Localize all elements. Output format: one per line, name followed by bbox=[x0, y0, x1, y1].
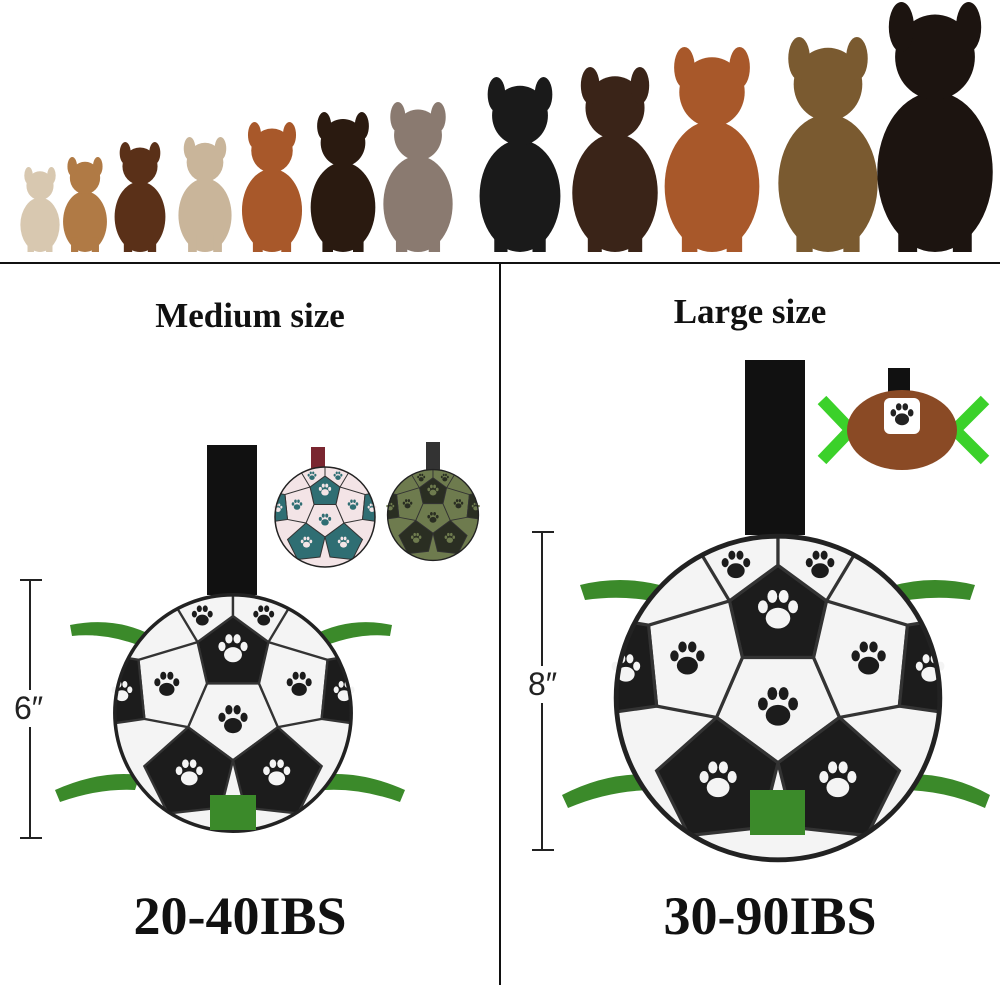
large-ball bbox=[562, 360, 990, 860]
medium-size-title: Medium size bbox=[155, 296, 345, 335]
medium-height-label: 6″ bbox=[14, 690, 44, 727]
dog-silhouette bbox=[178, 137, 232, 252]
dog-silhouette bbox=[114, 142, 166, 252]
medium-weight-range: 20-40IBS bbox=[133, 886, 347, 946]
medium-variant-camo-ball bbox=[383, 442, 483, 560]
vertical-divider bbox=[499, 263, 501, 985]
dog-size-lineup bbox=[20, 2, 993, 253]
medium-variant-teal-ball bbox=[270, 447, 380, 567]
football-toy bbox=[817, 368, 990, 470]
dog-silhouette bbox=[63, 157, 107, 253]
medium-ball bbox=[55, 445, 405, 831]
large-weight-range: 30-90IBS bbox=[663, 886, 877, 946]
dog-silhouette bbox=[664, 47, 760, 253]
dog-silhouette bbox=[572, 67, 658, 252]
large-height-label: 8″ bbox=[528, 666, 558, 703]
dog-silhouette bbox=[241, 122, 303, 252]
dog-silhouette bbox=[479, 77, 561, 252]
dog-silhouette bbox=[778, 37, 878, 252]
dog-silhouette bbox=[877, 2, 993, 252]
dog-silhouette bbox=[20, 167, 60, 252]
dog-silhouette bbox=[383, 102, 453, 252]
large-size-title: Large size bbox=[673, 292, 827, 331]
dog-silhouette bbox=[310, 112, 376, 252]
